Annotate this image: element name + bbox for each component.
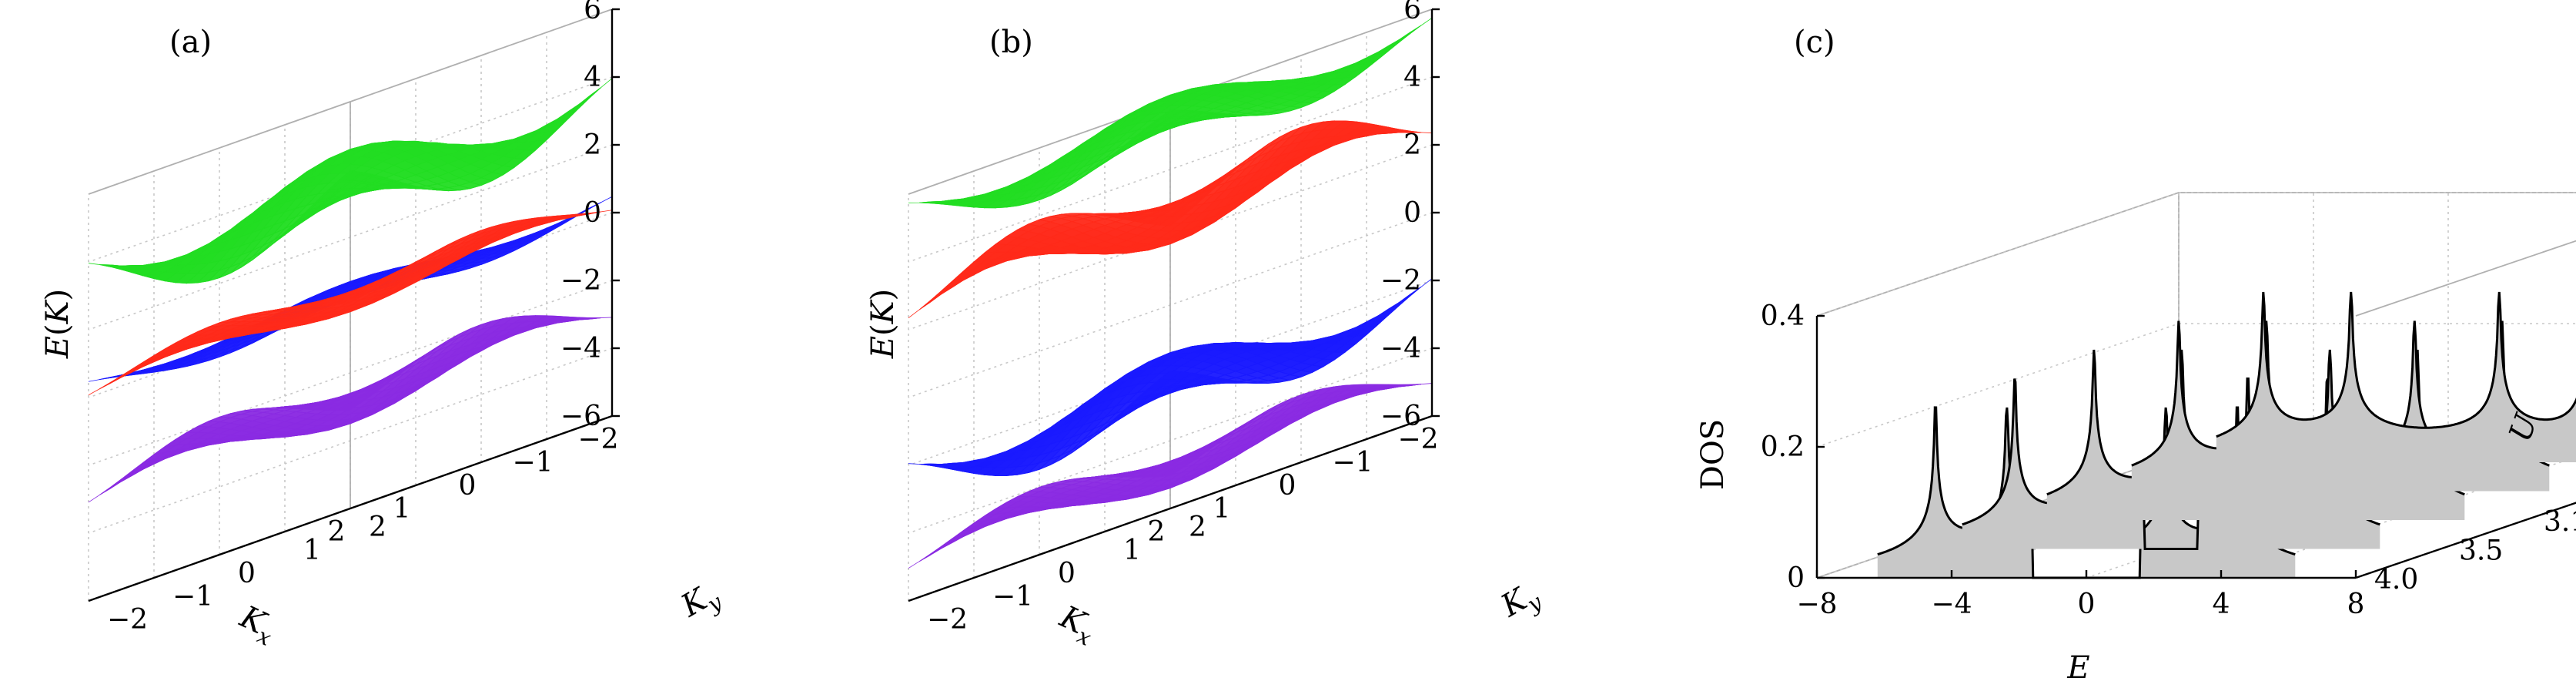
panel-b-label: (b)	[989, 25, 1033, 60]
z-tick-label: 0	[1403, 197, 1421, 229]
e-tick-label: −4	[1931, 589, 1972, 620]
e-tick-label: 4	[2213, 589, 2230, 620]
panel-b-zlabel: E(K)	[865, 289, 901, 359]
floor-axis-lines	[908, 414, 1433, 602]
y-tick-label: −1	[992, 581, 1033, 612]
panel-a-label: (a)	[169, 25, 212, 60]
y-tick-label: −1	[172, 581, 213, 612]
band-surface	[88, 210, 613, 396]
band-surface	[88, 78, 613, 284]
band-surface	[908, 278, 1433, 477]
y-tick-label: 0	[238, 558, 256, 589]
e-tick-label: −8	[1796, 589, 1837, 620]
u-axis-line	[2355, 502, 2576, 579]
x-tick-label: −2	[1397, 424, 1438, 455]
dos-curve	[2216, 291, 2576, 462]
x-tick-label: 2	[328, 516, 346, 548]
x-tick-label: −1	[512, 447, 553, 478]
u-tick-label: 4.0	[2374, 564, 2418, 596]
panel-a-ylabel: Ky	[674, 576, 727, 629]
z-tick-label: 2	[584, 129, 601, 161]
panel-c-label: (c)	[1794, 25, 1835, 60]
panel-c-ylabel: DOS	[1695, 419, 1731, 490]
y-tick-label: −2	[927, 604, 968, 636]
z-tick-label: 4	[584, 62, 601, 93]
panel-b-xlabel: Kx	[1052, 599, 1102, 651]
x-tick-label: 1	[1213, 493, 1231, 525]
dos-tick-label: 0.4	[1761, 300, 1805, 332]
floor-axis-lines	[88, 414, 613, 602]
x-tick-label: 1	[393, 493, 411, 525]
u-tick-label: 3.5	[2459, 535, 2503, 567]
x-tick-label: 0	[1279, 470, 1296, 502]
y-tick-label: 2	[1189, 512, 1206, 543]
z-tick-label: −4	[1380, 333, 1421, 364]
band-surface	[908, 383, 1433, 569]
z-tick-label: 6	[1403, 0, 1421, 25]
dos-tick-label: 0	[1787, 562, 1805, 594]
y-tick-label: 1	[1123, 535, 1141, 566]
z-tick-label: −2	[1380, 265, 1421, 297]
panel-a-xlabel: Kx	[232, 599, 282, 651]
y-tick-label: 2	[369, 512, 386, 543]
y-tick-label: 0	[1058, 558, 1076, 589]
y-tick-label: −2	[107, 604, 148, 636]
e-tick-label: 8	[2347, 589, 2365, 620]
x-tick-label: 2	[1148, 516, 1166, 548]
z-tick-label: −6	[560, 401, 601, 432]
u-tick-label: 3.1	[2544, 506, 2576, 538]
z-tick-label: 4	[1403, 62, 1421, 93]
band-surface	[908, 120, 1433, 319]
z-tick-label: 2	[1403, 129, 1421, 161]
x-tick-label: −1	[1332, 447, 1373, 478]
z-tick-label: 0	[584, 197, 601, 229]
dos-tick-label: 0.2	[1761, 431, 1805, 463]
panel-a-zlabel: E(K)	[40, 289, 75, 359]
z-tick-label: −4	[560, 333, 601, 364]
x-tick-label: −2	[577, 424, 618, 455]
band-surface	[908, 17, 1433, 209]
band-surface	[88, 315, 613, 503]
z-tick-label: −6	[1380, 401, 1421, 432]
z-tick-label: 6	[584, 0, 601, 25]
e-tick-label: 0	[2078, 589, 2096, 620]
panel-b-ylabel: Ky	[1494, 576, 1547, 629]
z-tick-label: −2	[560, 265, 601, 297]
x-tick-label: 0	[459, 470, 477, 502]
panel-c-xlabel: E	[2066, 650, 2089, 686]
y-tick-label: 1	[303, 535, 321, 566]
